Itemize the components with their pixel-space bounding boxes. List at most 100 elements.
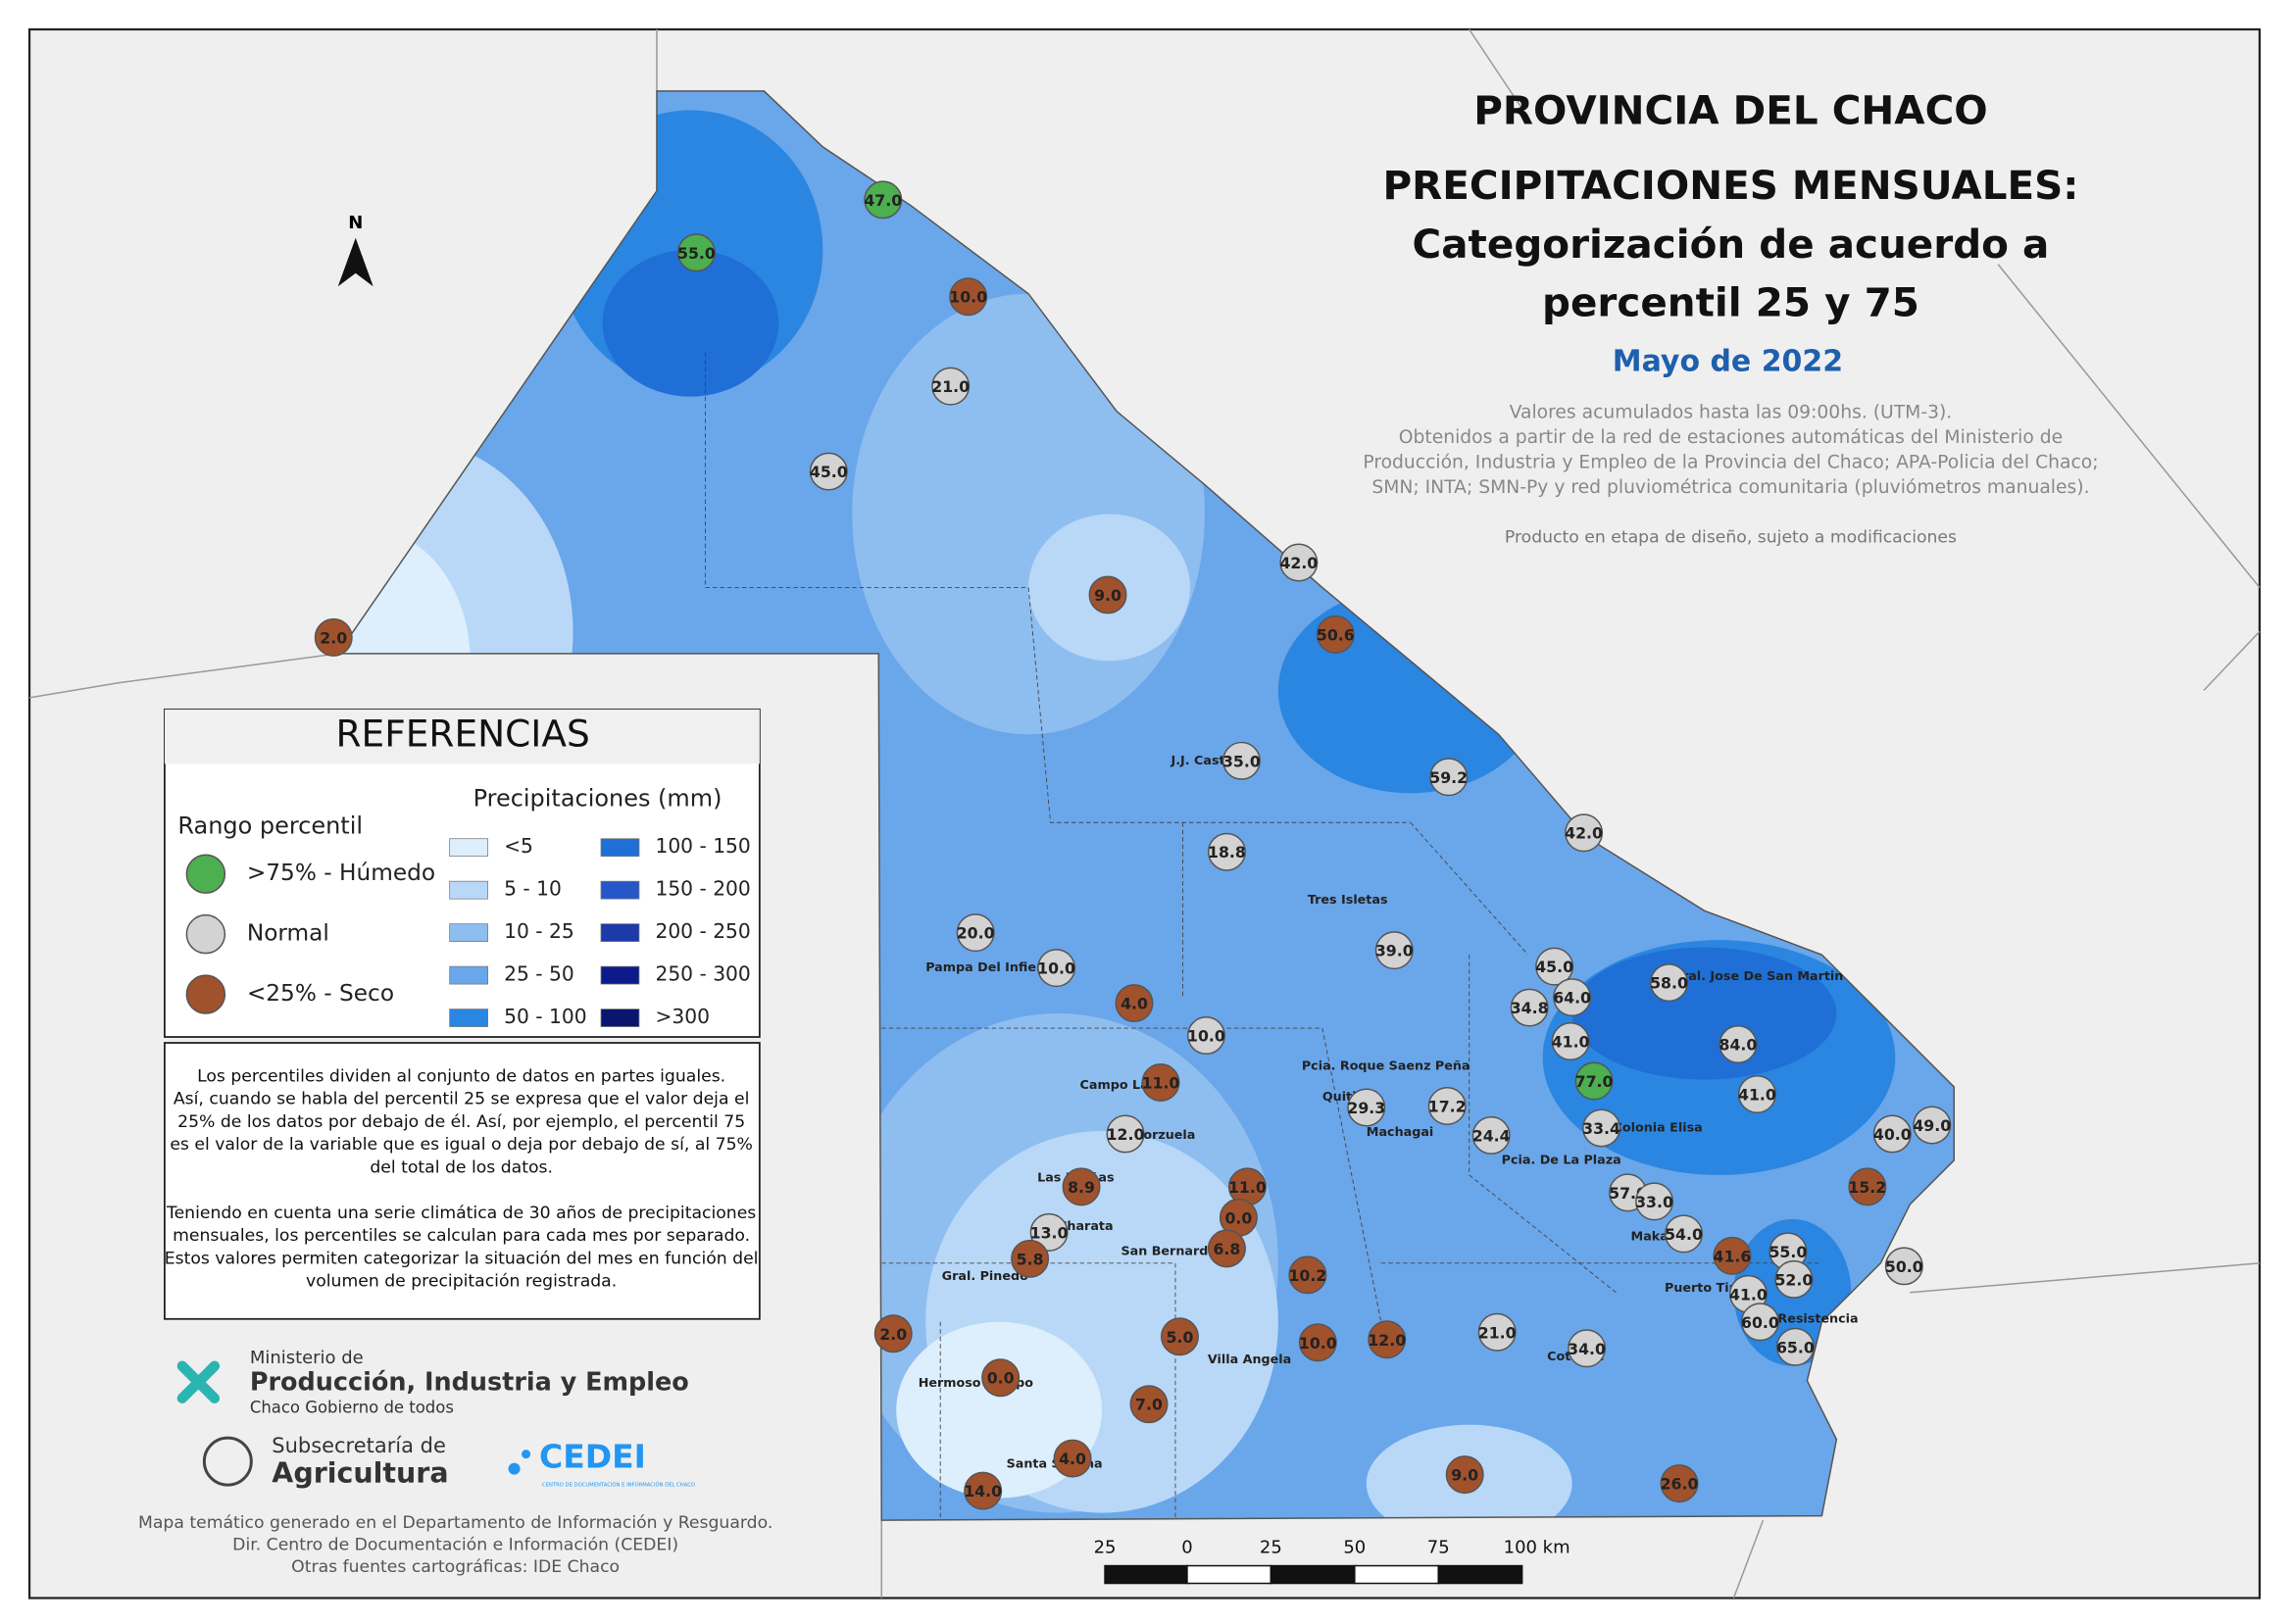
station-value: 45.0 [1535, 958, 1573, 976]
station-value: 35.0 [1222, 752, 1261, 770]
station [1374, 931, 1414, 970]
logos: Ministerio de Producción, Industria y Em… [176, 1348, 695, 1490]
station [1650, 963, 1688, 1003]
scale-bar: 25 0 25 50 75 100 km [1094, 1538, 1570, 1585]
station-value: 45.0 [810, 463, 848, 481]
station [1368, 1320, 1407, 1359]
station [1471, 1115, 1511, 1155]
station [1775, 1327, 1815, 1366]
ministry-small: Ministerio de [250, 1348, 364, 1368]
station-value: 41.6 [1714, 1247, 1752, 1265]
cedei: CEDEI [539, 1438, 646, 1476]
station [1053, 1439, 1092, 1478]
legend-title: REFERENCIAS [336, 712, 590, 755]
station [676, 233, 716, 272]
station [1913, 1106, 1952, 1145]
station-value: 14.0 [964, 1482, 1002, 1501]
station-value: 11.0 [1142, 1073, 1180, 1092]
station-value: 42.0 [1565, 824, 1603, 843]
station-value: 84.0 [1719, 1036, 1758, 1055]
subtitle-line: percentil 25 y 75 [1542, 279, 1919, 326]
explanation: Los percentiles dividen al conjunto de d… [165, 1067, 759, 1292]
station-value: 5.8 [1017, 1250, 1044, 1268]
explanation-line: mensuales, los percentiles se calculan p… [173, 1226, 750, 1246]
station [1298, 1323, 1337, 1362]
station [981, 1358, 1021, 1398]
place-name: Tres Isletas [1308, 893, 1388, 908]
explanation-line: Los percentiles dividen al conjunto de d… [197, 1067, 725, 1087]
scale-label: 25 [1260, 1538, 1282, 1558]
place-name: Gral. Jose De San Martin [1672, 969, 1844, 984]
station-value: 8.9 [1068, 1178, 1095, 1197]
sub: Agricultura [272, 1457, 448, 1490]
legend-symbol [185, 854, 226, 894]
legend-items: >75% - Húmedo Normal <25% - Seco <5 5 - 10 10… [185, 834, 751, 1028]
place-name: Pcia. De La Plaza [1502, 1153, 1621, 1167]
legend-label: 250 - 300 [655, 962, 750, 986]
station-value: 42.0 [1279, 554, 1318, 572]
sub-small: Subsecretaría de [272, 1434, 446, 1457]
station [1347, 1088, 1386, 1127]
station [1029, 1212, 1069, 1252]
legend-label: Normal [247, 920, 329, 947]
place-name: Resistencia [1777, 1311, 1858, 1326]
station [1062, 1167, 1101, 1206]
scale-segment [1437, 1564, 1523, 1585]
station-value: 12.0 [1368, 1331, 1406, 1350]
place-name: Pcia. Roque Saenz Peña [1302, 1059, 1470, 1074]
legend-label: >300 [655, 1005, 710, 1028]
note-line: Obtenidos a partir de la red de estacion… [1399, 427, 2063, 448]
station [964, 1471, 1003, 1510]
station-value: 40.0 [1873, 1125, 1912, 1144]
scale-segment [1104, 1564, 1188, 1585]
explanation-box [164, 1042, 761, 1320]
legend-swatch [449, 880, 488, 900]
credit-line: Mapa temático generado en el Departament… [138, 1513, 772, 1533]
legend-label: <5 [504, 834, 533, 858]
station [931, 367, 971, 406]
station-value: 17.2 [1428, 1097, 1467, 1115]
legend-swatch [449, 923, 488, 943]
station-value: 5.0 [1167, 1328, 1194, 1347]
station-value: 33.4 [1582, 1119, 1620, 1138]
legend-swatch [449, 965, 488, 985]
agri-logo [202, 1436, 253, 1487]
station-value: 26.0 [1661, 1475, 1699, 1494]
percentile-title: Rango percentil [177, 812, 363, 840]
station [1884, 1247, 1923, 1286]
cedei-logo [508, 1462, 521, 1475]
explanation-line: del total de los datos. [370, 1157, 553, 1177]
legend-label: <25% - Seco [247, 980, 394, 1007]
station [1568, 1329, 1607, 1368]
legend-swatch [600, 1009, 640, 1027]
station [1011, 1239, 1050, 1278]
place-name: Villa Angela [1208, 1353, 1291, 1367]
station-value: 47.0 [864, 191, 902, 210]
station [949, 277, 988, 317]
explanation-line: Estos valores permiten categorizar la si… [165, 1249, 759, 1268]
place-name: Puerto Tirol [1665, 1281, 1748, 1296]
station [1551, 1022, 1590, 1061]
station-value: 10.2 [1288, 1266, 1326, 1285]
station [1129, 1385, 1169, 1424]
station [1565, 813, 1604, 853]
boundaries [28, 28, 2261, 1599]
station [1316, 615, 1355, 654]
subtitle: PRECIPITACIONES MENSUALES: Categorización… [1382, 162, 2078, 326]
legend-label: 50 - 100 [504, 1005, 586, 1028]
station-value: 41.0 [1738, 1085, 1776, 1104]
station [1427, 1086, 1467, 1125]
station [1713, 1236, 1752, 1275]
station-value: 34.0 [1568, 1340, 1606, 1358]
credit-line: Dir. Centro de Documentación e Informaci… [232, 1536, 678, 1555]
station-value: 4.0 [1059, 1450, 1086, 1468]
compass-label: N [348, 213, 363, 233]
legend-label: 10 - 25 [504, 919, 574, 943]
station-value: 54.0 [1665, 1225, 1703, 1244]
station [1740, 1303, 1779, 1342]
explanation-line: Teniendo en cuenta una serie climática d… [166, 1204, 756, 1223]
cedei-sub: CENTRO DE DOCUMENTACIÓN E INFORMACIÓN DE… [542, 1482, 695, 1489]
station-value: 13.0 [1030, 1223, 1069, 1242]
note-line: SMN; INTA; SMN-Py y red pluviométrica co… [1371, 477, 2089, 498]
